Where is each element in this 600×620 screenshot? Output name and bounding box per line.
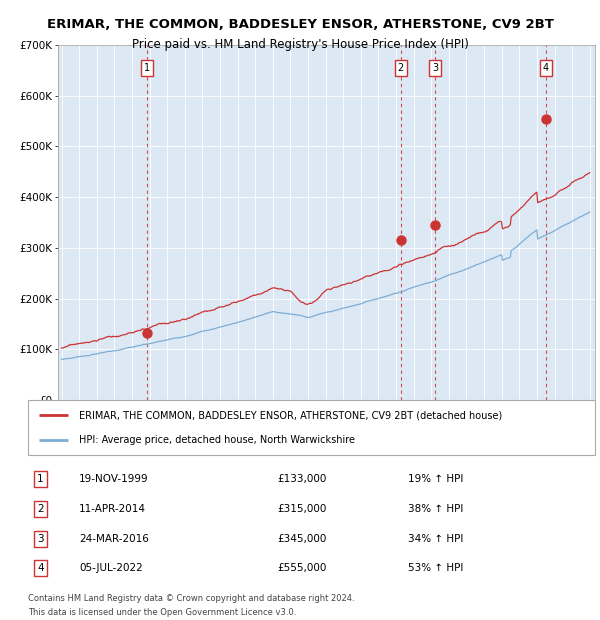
Text: HPI: Average price, detached house, North Warwickshire: HPI: Average price, detached house, Nort… [79, 435, 355, 445]
Text: 4: 4 [37, 564, 44, 574]
Text: ERIMAR, THE COMMON, BADDESLEY ENSOR, ATHERSTONE, CV9 2BT (detached house): ERIMAR, THE COMMON, BADDESLEY ENSOR, ATH… [79, 410, 502, 420]
Text: 4: 4 [543, 63, 549, 73]
Text: 24-MAR-2016: 24-MAR-2016 [79, 534, 149, 544]
Text: £345,000: £345,000 [277, 534, 327, 544]
Text: 34% ↑ HPI: 34% ↑ HPI [408, 534, 463, 544]
Text: Contains HM Land Registry data © Crown copyright and database right 2024.: Contains HM Land Registry data © Crown c… [28, 594, 355, 603]
Text: £315,000: £315,000 [277, 504, 327, 514]
FancyBboxPatch shape [28, 400, 595, 455]
Text: 2: 2 [398, 63, 404, 73]
Text: £133,000: £133,000 [277, 474, 327, 484]
Text: £555,000: £555,000 [277, 564, 327, 574]
Text: Price paid vs. HM Land Registry's House Price Index (HPI): Price paid vs. HM Land Registry's House … [131, 38, 469, 51]
Text: 1: 1 [37, 474, 44, 484]
Text: 53% ↑ HPI: 53% ↑ HPI [408, 564, 463, 574]
Text: 1: 1 [145, 63, 151, 73]
Text: 3: 3 [37, 534, 44, 544]
Text: 19% ↑ HPI: 19% ↑ HPI [408, 474, 463, 484]
Text: 2: 2 [37, 504, 44, 514]
Text: 11-APR-2014: 11-APR-2014 [79, 504, 146, 514]
Text: 38% ↑ HPI: 38% ↑ HPI [408, 504, 463, 514]
Text: 19-NOV-1999: 19-NOV-1999 [79, 474, 149, 484]
Text: ERIMAR, THE COMMON, BADDESLEY ENSOR, ATHERSTONE, CV9 2BT: ERIMAR, THE COMMON, BADDESLEY ENSOR, ATH… [47, 18, 553, 31]
Text: 3: 3 [432, 63, 439, 73]
Text: This data is licensed under the Open Government Licence v3.0.: This data is licensed under the Open Gov… [28, 608, 296, 617]
Text: 05-JUL-2022: 05-JUL-2022 [79, 564, 143, 574]
